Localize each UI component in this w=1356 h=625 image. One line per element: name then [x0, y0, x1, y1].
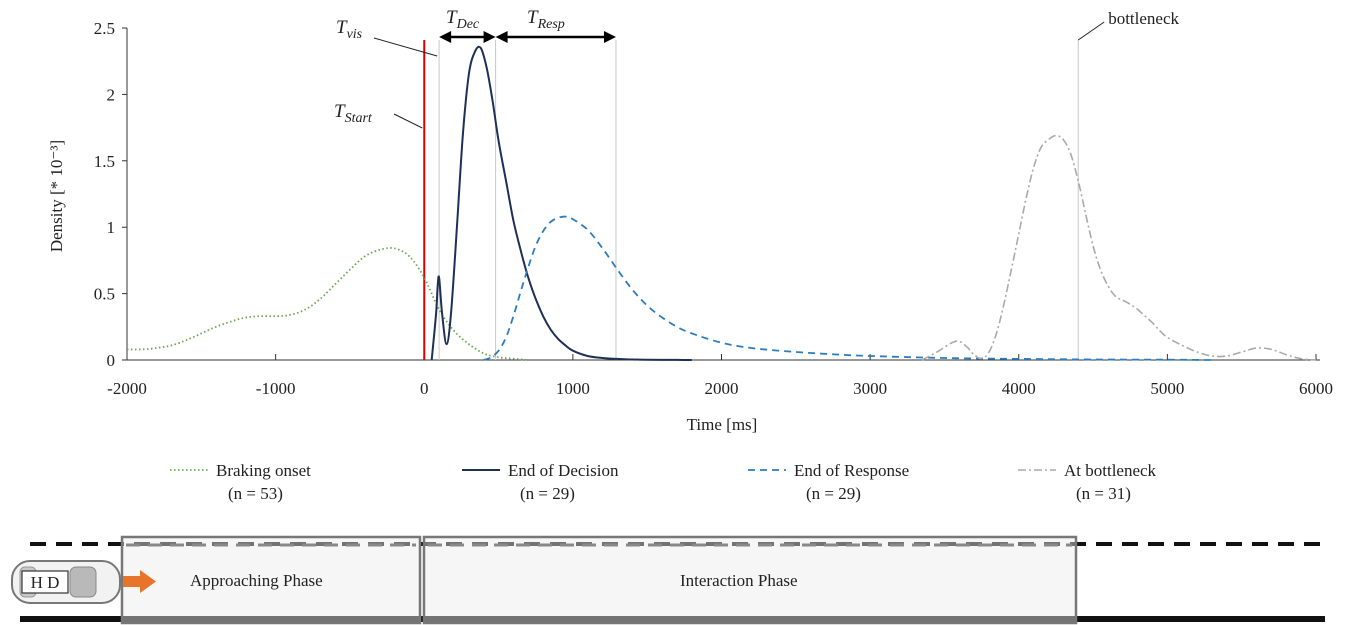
legend-at-bottleneck: At bottleneck (n = 31): [1018, 461, 1157, 503]
annotations: Tvis TStart TDec TResp bottleneck: [334, 7, 1180, 129]
series-lines: [126, 45, 1317, 361]
reference-lines: [423, 40, 1079, 360]
car-icon: H D: [11, 560, 121, 604]
legend-count: (n = 53): [228, 484, 283, 503]
legend-label: End of Response: [794, 461, 909, 480]
t-start-leader: [393, 113, 423, 129]
bottleneck-leader: [1077, 21, 1105, 41]
y-axis-label: Density [* 10⁻³]: [47, 140, 66, 252]
y-tick-label: 1: [107, 218, 116, 237]
x-tick-label: 5000: [1150, 379, 1184, 398]
legend-label: End of Decision: [508, 461, 619, 480]
end-of-response-line: [483, 215, 1213, 361]
x-tick-label: 4000: [1002, 379, 1036, 398]
x-tick-label: 1000: [556, 379, 590, 398]
vehicle-label: H D: [31, 573, 60, 592]
x-tick-labels: -2000 -1000 0 1000 2000 3000 4000 5000 6000: [107, 354, 1333, 398]
x-tick-label: 6000: [1299, 379, 1333, 398]
bottleneck-label: bottleneck: [1108, 9, 1179, 28]
legend-count: (n = 29): [520, 484, 575, 503]
interaction-phase-label: Interaction Phase: [680, 571, 798, 590]
y-tick-label: 1.5: [94, 152, 115, 171]
x-tick-label: -2000: [107, 379, 147, 398]
legend-end-of-decision: End of Decision (n = 29): [462, 461, 619, 503]
t-resp-label: TResp: [527, 7, 565, 32]
x-axis-label: Time [ms]: [687, 415, 758, 434]
y-tick-labels: 0 0.5 1 1.5 2 2.5: [94, 19, 127, 370]
y-tick-label: 0: [107, 351, 116, 370]
legend-count: (n = 29): [806, 484, 861, 503]
direction-arrow-icon: [123, 570, 156, 593]
x-tick-label: 2000: [705, 379, 739, 398]
x-tick-label: 0: [420, 379, 429, 398]
braking-onset-line: [126, 247, 529, 361]
x-tick-label: -1000: [256, 379, 296, 398]
y-tick-label: 2.5: [94, 19, 115, 38]
legend-label: At bottleneck: [1064, 461, 1157, 480]
t-vis-leader: [373, 37, 438, 57]
y-tick-label: 2: [107, 85, 116, 104]
legend: Braking onset (n = 53) End of Decision (n =…: [170, 461, 1157, 503]
interaction-phase-box: [422, 535, 1078, 625]
t-vis-label: Tvis: [336, 17, 363, 42]
legend-end-of-response: End of Response (n = 29): [748, 461, 909, 503]
y-tick-label: 0.5: [94, 285, 115, 304]
x-tick-label: 3000: [853, 379, 887, 398]
scenario-strip: Approaching Phase Interaction Phase H D: [11, 535, 1325, 625]
approaching-phase-label: Approaching Phase: [190, 571, 323, 590]
approaching-phase-box: [120, 535, 422, 625]
legend-count: (n = 31): [1076, 484, 1131, 503]
at-bottleneck-line: [921, 134, 1317, 361]
legend-label: Braking onset: [216, 461, 311, 480]
t-start-label: TStart: [334, 101, 373, 126]
end-of-decision-line: [430, 45, 692, 361]
t-dec-label: TDec: [446, 7, 480, 32]
legend-braking-onset: Braking onset (n = 53): [170, 461, 311, 503]
